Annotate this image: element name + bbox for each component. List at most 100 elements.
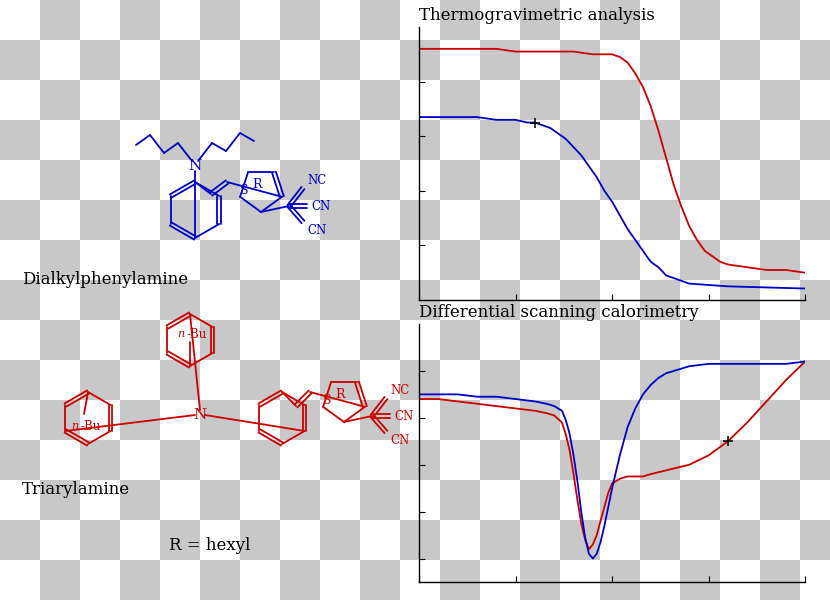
Bar (560, 240, 600, 280)
Bar (400, 360, 440, 400)
Bar (40, 0, 80, 40)
Bar (520, 120, 560, 160)
Bar (720, 160, 760, 200)
Text: R = hexyl: R = hexyl (169, 536, 251, 553)
Bar (120, 120, 160, 160)
Text: CN: CN (307, 223, 326, 236)
Text: NC: NC (307, 173, 326, 187)
Bar (600, 120, 640, 160)
Bar (800, 480, 830, 520)
Bar (760, 120, 800, 160)
Bar (680, 240, 720, 280)
Bar (120, 80, 160, 120)
Bar (280, 80, 320, 120)
Bar (800, 280, 830, 320)
Bar (40, 80, 80, 120)
Bar (0, 440, 40, 480)
Bar (320, 240, 360, 280)
Bar (480, 40, 520, 80)
Bar (640, 400, 680, 440)
Bar (200, 80, 240, 120)
Bar (640, 360, 680, 400)
Bar (360, 160, 400, 200)
Bar (600, 80, 640, 120)
Bar (200, 0, 240, 40)
Bar (240, 200, 280, 240)
Bar (40, 480, 80, 520)
Bar (480, 440, 520, 480)
Bar (480, 400, 520, 440)
Bar (320, 160, 360, 200)
Bar (280, 200, 320, 240)
Bar (760, 360, 800, 400)
Text: CN: CN (311, 199, 330, 212)
Text: CN: CN (390, 433, 409, 446)
Bar (560, 320, 600, 360)
Bar (440, 40, 480, 80)
Bar (720, 40, 760, 80)
Bar (40, 400, 80, 440)
Bar (560, 400, 600, 440)
Bar (520, 280, 560, 320)
Bar (440, 240, 480, 280)
Bar (680, 480, 720, 520)
Bar (720, 560, 760, 600)
Bar (360, 0, 400, 40)
Bar (0, 280, 40, 320)
Bar (520, 160, 560, 200)
Bar (760, 440, 800, 480)
Bar (560, 560, 600, 600)
Bar (160, 240, 200, 280)
Bar (400, 200, 440, 240)
Bar (600, 160, 640, 200)
Text: N: N (188, 159, 202, 173)
Bar (400, 0, 440, 40)
Bar (600, 40, 640, 80)
Bar (80, 520, 120, 560)
Bar (360, 280, 400, 320)
Bar (0, 160, 40, 200)
Bar (120, 40, 160, 80)
Bar (600, 280, 640, 320)
Bar (640, 240, 680, 280)
Bar (600, 0, 640, 40)
Bar (0, 80, 40, 120)
Bar (120, 200, 160, 240)
Bar (680, 280, 720, 320)
Bar (0, 480, 40, 520)
Bar (440, 360, 480, 400)
Bar (40, 440, 80, 480)
Bar (200, 560, 240, 600)
Bar (120, 560, 160, 600)
Text: Triarylamine: Triarylamine (22, 481, 130, 499)
Bar (320, 200, 360, 240)
Bar (320, 0, 360, 40)
Bar (520, 360, 560, 400)
Bar (40, 360, 80, 400)
Bar (0, 120, 40, 160)
Bar (360, 320, 400, 360)
Bar (640, 560, 680, 600)
Bar (320, 120, 360, 160)
Bar (240, 360, 280, 400)
Bar (640, 480, 680, 520)
Bar (280, 160, 320, 200)
Bar (200, 400, 240, 440)
Bar (240, 400, 280, 440)
Bar (160, 280, 200, 320)
Bar (200, 320, 240, 360)
Bar (320, 280, 360, 320)
Bar (760, 280, 800, 320)
Bar (400, 440, 440, 480)
Bar (320, 80, 360, 120)
Bar (0, 200, 40, 240)
Bar (80, 80, 120, 120)
Bar (400, 160, 440, 200)
Bar (480, 280, 520, 320)
Bar (400, 280, 440, 320)
Bar (760, 560, 800, 600)
Bar (40, 120, 80, 160)
Bar (80, 200, 120, 240)
Bar (560, 440, 600, 480)
Bar (560, 160, 600, 200)
